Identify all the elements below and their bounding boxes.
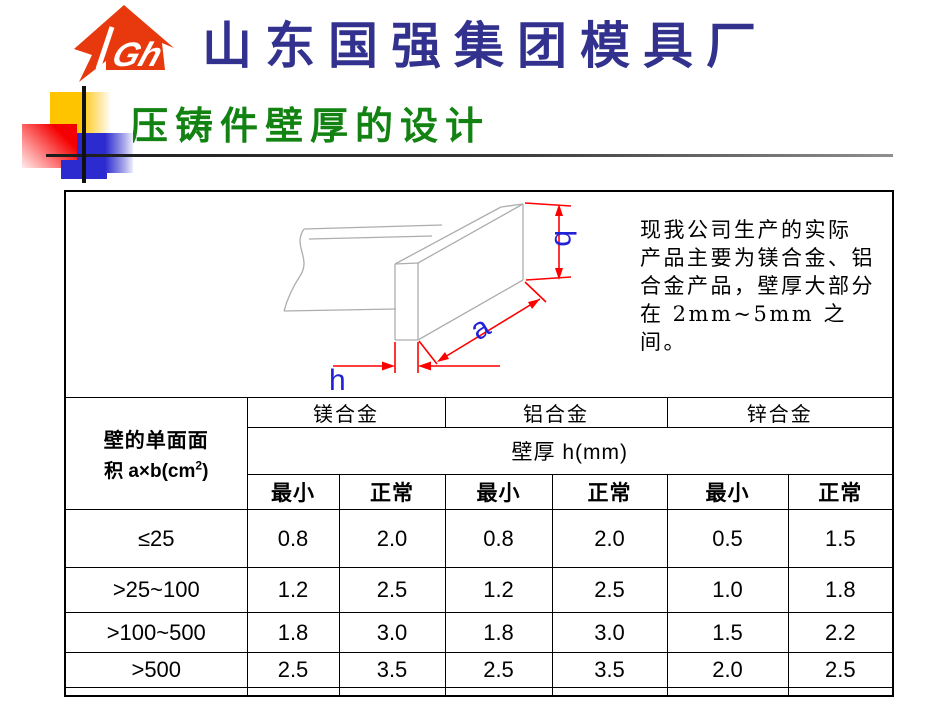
stub-cell [551,687,668,696]
cell-value: 3.5 [338,652,446,688]
cell-value: 1.5 [787,509,894,568]
cell-value: 0.8 [246,509,340,568]
slide-title: 压铸件壁厚的设计 [130,103,491,148]
table-row: >100~500 1.8 3.0 1.8 3.0 1.5 2.2 [64,612,894,653]
note-line: 产品主要为镁合金、铝 [640,246,875,270]
company-logo-house-icon: Gh [74,5,174,82]
corner-header-superscript: 2 [195,458,203,473]
arrowhead-h-left [382,361,395,371]
diagram-row: h b a 现我公司生产的实际 产品主要为镁合金、铝 合金产品，壁厚大部分 在 … [64,190,894,398]
corner-header-close-paren: ) [202,461,209,482]
deco-blue-square [77,133,133,173]
row-label: >25~100 [64,567,248,613]
cell-value: 2.5 [246,652,340,688]
header-aluminum-alloy: 铝合金 [444,397,668,428]
alloy-header-row: 壁的单面面 积 a×b(cm2) 镁合金 铝合金 锌合金 [64,397,894,510]
cell-value: 2.5 [787,652,894,688]
arrowhead-b-bottom [555,268,563,280]
header-magnesium-alloy: 镁合金 [246,397,446,428]
label-b: b [548,230,581,247]
wall-thickness-table: h b a 现我公司生产的实际 产品主要为镁合金、铝 合金产品，壁厚大部分 在 … [64,190,895,697]
stub-cell [64,687,248,696]
cell-value: 1.5 [666,612,789,653]
note-paragraph: 现我公司生产的实际 产品主要为镁合金、铝 合金产品，壁厚大部分 在 2mm~5m… [640,216,892,356]
corner-header-cell: 壁的单面面 积 a×b(cm2) [64,397,248,510]
dimension-lines [333,202,572,373]
row-label: >500 [64,652,248,688]
header-zinc-alloy: 锌合金 [666,397,894,428]
break-line-wavy-edge [283,228,305,312]
cell-value: 0.5 [666,509,789,568]
cell-value: 2.0 [551,509,668,568]
cell-value: 2.5 [444,652,553,688]
stub-cell [666,687,789,696]
arrowhead-h-right [418,361,431,371]
cell-value: 2.5 [551,567,668,613]
cell-value: 3.5 [551,652,668,688]
stub-cell [338,687,446,696]
cell-value: 2.0 [666,652,789,688]
stub-cell [787,687,894,696]
subheader-mg-normal: 正常 [338,474,446,510]
thickness-header-row: 壁厚 h(mm) [65,427,894,475]
casting-outline [283,203,524,341]
cell-value: 1.2 [444,567,553,613]
header-wall-thickness: 壁厚 h(mm) [246,427,894,475]
dimension-labels: h b a [329,230,581,397]
cell-value: 2.0 [338,509,446,568]
subheader-mg-min: 最小 [246,474,340,510]
diagram-cell: h b a 现我公司生产的实际 产品主要为镁合金、铝 合金产品，壁厚大部分 在 … [64,190,894,398]
table-row: >500 2.5 3.5 2.5 3.5 2.0 2.5 [64,652,894,688]
subheader-row: 最小 正常 最小 正常 最小 正常 [65,474,894,510]
arrowhead-a-upper [528,299,540,309]
cell-value: 1.8 [787,567,894,613]
note-line: 现我公司生产的实际 [640,218,852,242]
subheader-al-normal: 正常 [551,474,668,510]
table-row: ≤25 0.8 2.0 0.8 2.0 0.5 1.5 [64,509,894,568]
arrowhead-a-lower [437,352,449,362]
note-line: 在 2mm~5mm 之间。 [640,302,847,354]
logo-slash-stroke [95,26,115,70]
stub-cell [246,687,340,696]
cell-value: 2.2 [787,612,894,653]
subheader-al-min: 最小 [444,474,553,510]
deco-vertical-line [82,86,86,183]
wall-section-diagram: h b a [283,202,581,397]
row-label: >100~500 [64,612,248,653]
clipped-stub-row [64,687,894,696]
cell-value: 2.5 [338,567,446,613]
cell-value: 3.0 [338,612,446,653]
subheader-zn-normal: 正常 [787,474,894,510]
company-title: 山东国强集团模具厂 [202,16,769,75]
cell-value: 1.2 [246,567,340,613]
note-line: 合金产品，壁厚大部分 [640,274,875,298]
row-label: ≤25 [64,509,248,568]
arrowhead-b-top [555,204,563,216]
header-divider-line [46,154,893,157]
table-row: >25~100 1.2 2.5 1.2 2.5 1.0 1.8 [64,567,894,613]
subheader-zn-min: 最小 [666,474,789,510]
cell-value: 1.8 [246,612,340,653]
cell-value: 0.8 [444,509,553,568]
corner-header-line2: 积 a×b(cm2) [66,456,246,483]
cell-value: 3.0 [551,612,668,653]
cell-value: 1.8 [444,612,553,653]
label-h: h [329,364,346,397]
corner-header-line1: 壁的单面面 [103,430,209,452]
stub-cell [444,687,553,696]
cell-value: 1.0 [666,567,789,613]
corner-header-formula: 积 a×b(cm [104,461,196,482]
